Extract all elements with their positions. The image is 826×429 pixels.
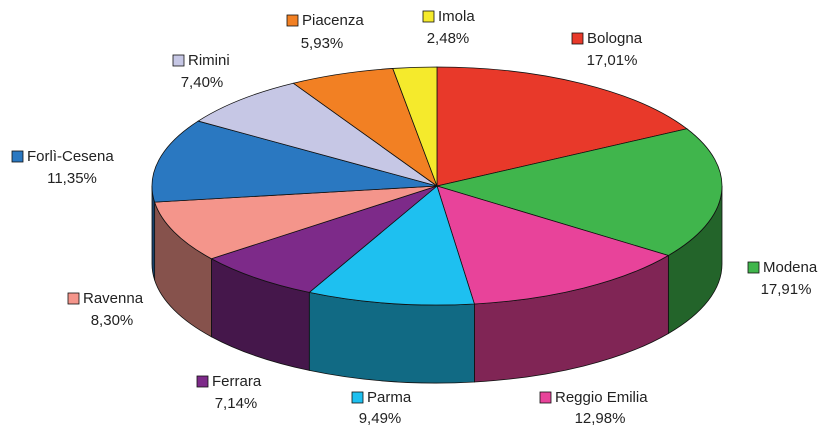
- legend-label: Parma: [367, 389, 412, 406]
- slice: [435, 128, 723, 256]
- value-label: 17,01%: [587, 52, 638, 69]
- slice: [308, 185, 475, 306]
- slice: [436, 185, 670, 305]
- legend-entry: Rimini 7,40%: [172, 52, 230, 91]
- legend-label: Imola: [438, 8, 475, 25]
- legend-entry: Ferrara 7,14%: [196, 373, 262, 412]
- slice: [154, 185, 438, 260]
- legend-swatch: [11, 150, 24, 163]
- legend-entry: Ravenna 8,30%: [67, 290, 144, 329]
- slice: [210, 185, 438, 293]
- legend-label: Modena: [763, 259, 818, 276]
- value-label: 7,14%: [215, 395, 258, 412]
- legend-swatch: [196, 375, 209, 388]
- legend-entry: Parma 9,49%: [351, 389, 412, 427]
- legend-label: Reggio Emilia: [555, 389, 648, 406]
- legend-swatch: [67, 292, 80, 305]
- slice-side: [308, 291, 475, 384]
- legend-swatch: [172, 54, 185, 67]
- legend-entry: Bologna 17,01%: [571, 30, 643, 69]
- legend-swatch: [286, 14, 299, 27]
- legend-swatch: [422, 10, 435, 23]
- slice: [392, 66, 438, 187]
- legend-label: Rimini: [188, 52, 230, 69]
- legend-label: Ferrara: [212, 373, 262, 390]
- value-label: 17,91%: [761, 281, 812, 298]
- legend-swatch: [351, 391, 364, 404]
- legend-swatch: [747, 261, 760, 274]
- legend-entry: Forlì-Cesena 11,35%: [11, 148, 114, 187]
- value-label: 2,48%: [427, 30, 470, 47]
- legend-entry: Modena 17,91%: [747, 259, 818, 298]
- legend-label: Bologna: [587, 30, 643, 47]
- legend-label: Ravenna: [83, 290, 144, 307]
- value-label: 12,98%: [575, 410, 626, 427]
- legend-label: Piacenza: [302, 12, 364, 29]
- slice: [436, 66, 688, 187]
- legend-entry: Reggio Emilia 12,98%: [539, 389, 648, 427]
- slice: [197, 82, 438, 187]
- legend-label: Forlì-Cesena: [27, 148, 114, 165]
- legend-swatch: [539, 391, 552, 404]
- value-label: 11,35%: [47, 170, 97, 187]
- value-label: 8,30%: [91, 312, 134, 329]
- legend-entry: Piacenza 5,93%: [286, 12, 364, 52]
- value-label: 5,93%: [301, 35, 344, 52]
- legend-swatch: [571, 32, 584, 45]
- slice: [151, 120, 438, 203]
- legend-entry: Imola 2,48%: [422, 8, 475, 47]
- value-label: 7,40%: [181, 74, 224, 91]
- value-label: 9,49%: [359, 410, 402, 427]
